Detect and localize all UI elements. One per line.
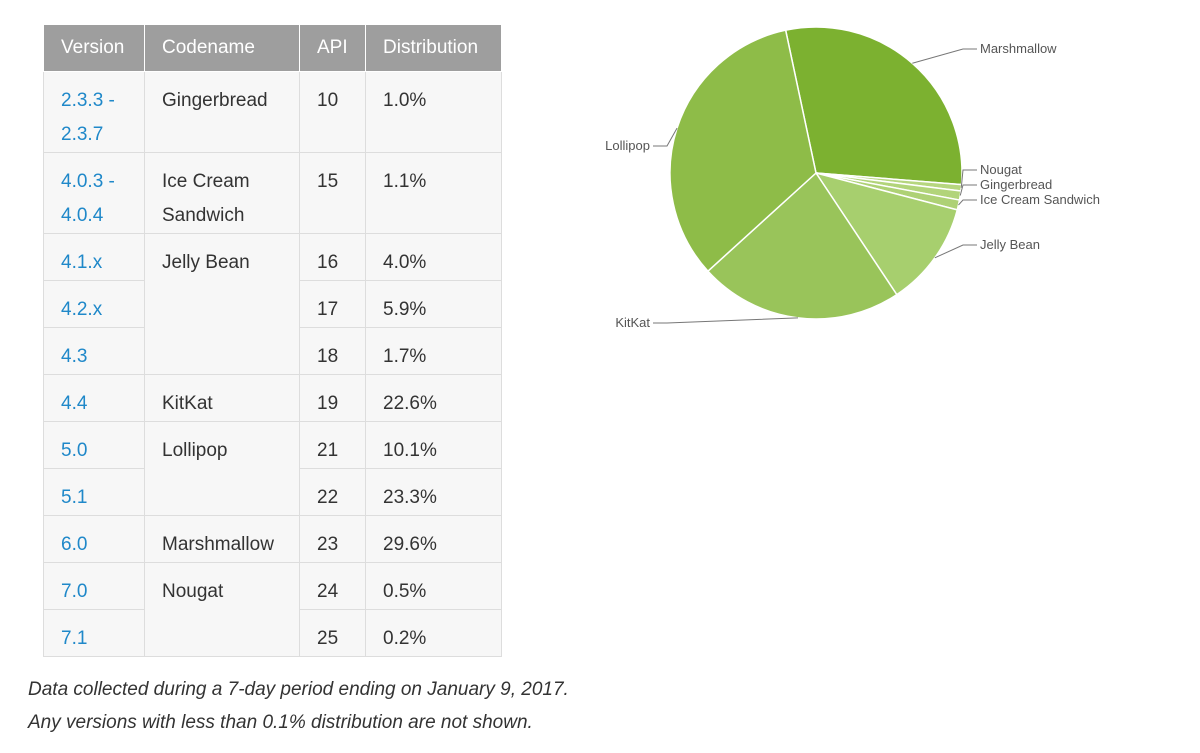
table-row: 4.3 18 1.7% (43, 327, 502, 375)
version-link[interactable]: 4.1.x (43, 233, 145, 281)
slice-label: Lollipop (605, 138, 650, 153)
table-row: 6.0 Marshmallow 23 29.6% (43, 515, 502, 563)
table-row: 4.2.x 17 5.9% (43, 280, 502, 328)
codename-cell: Lollipop (144, 421, 300, 516)
header-api: API (299, 25, 366, 72)
api-cell: 10 (299, 71, 366, 153)
version-link[interactable]: 6.0 (43, 515, 145, 563)
distribution-cell: 1.7% (365, 327, 502, 375)
api-cell: 22 (299, 468, 366, 516)
distribution-cell: 0.2% (365, 609, 502, 657)
distribution-cell: 10.1% (365, 421, 502, 469)
slice-label: Marshmallow (980, 41, 1057, 56)
table-row: 5.1 22 23.3% (43, 468, 502, 516)
distribution-cell: 23.3% (365, 468, 502, 516)
version-link[interactable]: 7.0 (43, 562, 145, 610)
codename-cell: Marshmallow (144, 515, 300, 563)
table-row: 2.3.3 - 2.3.7 Gingerbread 10 1.0% (43, 71, 502, 153)
version-link[interactable]: 4.2.x (43, 280, 145, 328)
pie-slice-kitkat (706, 171, 898, 320)
footnote-line-1: Data collected during a 7-day period end… (28, 679, 569, 700)
api-cell: 21 (299, 421, 366, 469)
leader-line (912, 48, 977, 64)
version-link[interactable]: 5.1 (43, 468, 145, 516)
header-codename: Codename (144, 25, 300, 72)
table-row: 4.4 KitKat 19 22.6% (43, 374, 502, 422)
codename-cell: Ice Cream Sandwich (144, 152, 300, 234)
slice-label: Gingerbread (980, 177, 1052, 192)
distribution-cell: 22.6% (365, 374, 502, 422)
table-header-row: Version Codename API Distribution (43, 25, 502, 72)
table-row: 7.0 Nougat 24 0.5% (43, 562, 502, 657)
version-link[interactable]: 2.3.3 - 2.3.7 (43, 71, 145, 153)
codename-cell: Jelly Bean (144, 233, 300, 375)
distribution-cell: 5.9% (365, 280, 502, 328)
table-row: 7.1 25 0.2% (43, 609, 502, 657)
distribution-cell: 29.6% (365, 515, 502, 563)
api-cell: 15 (299, 152, 366, 234)
version-link[interactable]: 7.1 (43, 609, 145, 657)
version-link[interactable]: 5.0 (43, 421, 145, 469)
slice-label: Jelly Bean (980, 237, 1040, 252)
api-cell: 19 (299, 374, 366, 422)
footnote: Data collected during a 7-day period end… (28, 673, 569, 739)
footnote-line-2: Any versions with less than 0.1% distrib… (28, 712, 533, 733)
distribution-table: Version Codename API Distribution 2.3.3 … (43, 25, 502, 657)
api-cell: 18 (299, 327, 366, 375)
distribution-cell: 1.0% (365, 71, 502, 153)
slice-label: KitKat (615, 315, 650, 330)
table-row: 4.1.x Jelly Bean 16 4.0% (43, 233, 502, 375)
api-cell: 23 (299, 515, 366, 563)
api-cell: 17 (299, 280, 366, 328)
codename-cell: KitKat (144, 374, 300, 422)
pie-slice-lollipop (669, 29, 817, 273)
distribution-cell: 4.0% (365, 233, 502, 281)
distribution-cell: 0.5% (365, 562, 502, 610)
api-cell: 25 (299, 609, 366, 657)
api-cell: 24 (299, 562, 366, 610)
table-row: 5.0 Lollipop 21 10.1% (43, 421, 502, 516)
version-link[interactable]: 4.4 (43, 374, 145, 422)
leader-line (960, 169, 977, 188)
table-row: 4.0.3 - 4.0.4 Ice Cream Sandwich 15 1.1% (43, 152, 502, 234)
leader-line (934, 244, 977, 259)
slice-label: Nougat (980, 162, 1022, 177)
pie-slice-jelly-bean (814, 171, 959, 296)
header-distribution: Distribution (365, 25, 502, 72)
version-link[interactable]: 4.0.3 - 4.0.4 (43, 152, 145, 234)
pie-slice-marshmallow (784, 26, 963, 186)
version-link[interactable]: 4.3 (43, 327, 145, 375)
codename-cell: Nougat (144, 562, 300, 657)
slice-label: Ice Cream Sandwich (980, 192, 1100, 207)
codename-cell: Gingerbread (144, 71, 300, 153)
header-version: Version (43, 25, 145, 72)
api-cell: 16 (299, 233, 366, 281)
leader-line (653, 127, 678, 147)
leader-line (653, 317, 799, 324)
distribution-cell: 1.1% (365, 152, 502, 234)
leader-line (959, 184, 977, 196)
leader-line (958, 199, 977, 206)
